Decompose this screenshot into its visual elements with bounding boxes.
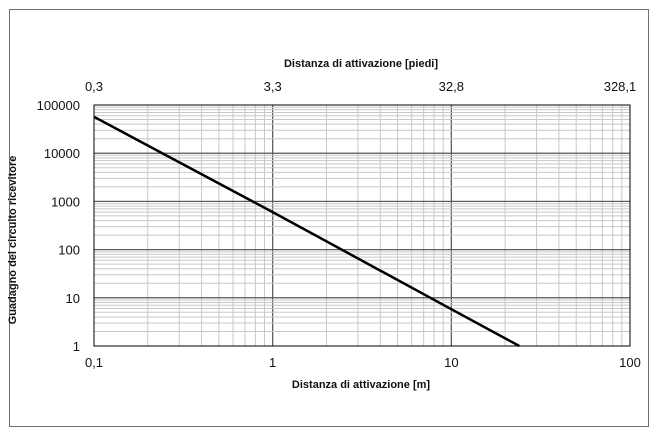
chart-frame	[9, 9, 649, 427]
y-axis-title: Guadagno del circuito ricevitore	[7, 156, 19, 325]
series-layer	[93, 115, 520, 348]
y-tick-label: 10	[66, 291, 80, 306]
grid	[93, 104, 631, 347]
x2-tick-label: 0,3	[85, 79, 103, 94]
y-tick-label: 100	[58, 243, 80, 258]
x2-axis-title: Distanza di attivazione [piedi]	[284, 58, 438, 70]
plot-border	[93, 104, 631, 347]
series-line	[93, 115, 520, 348]
x-axis-title: Distanza di attivazione [m]	[292, 379, 430, 391]
x-tick-label: 100	[619, 355, 641, 370]
x-ticks-bottom: 0,1 1 10 100	[85, 355, 641, 370]
x2-tick-label: 328,1	[604, 79, 637, 94]
y-tick-label: 1	[73, 339, 80, 354]
x-tick-label: 10	[444, 355, 458, 370]
x-ticks-top: 0,3 3,3 32,8 328,1	[85, 79, 636, 94]
x-tick-label: 1	[269, 355, 276, 370]
y-tick-label: 10000	[44, 146, 80, 161]
y-ticks: 1 10 100 1000 10000 100000	[37, 98, 80, 354]
y-tick-label: 100000	[37, 98, 80, 113]
y-tick-label: 1000	[51, 194, 80, 209]
x2-tick-label: 3,3	[264, 79, 282, 94]
x2-tick-label: 32,8	[439, 79, 464, 94]
x-tick-label: 0,1	[85, 355, 103, 370]
